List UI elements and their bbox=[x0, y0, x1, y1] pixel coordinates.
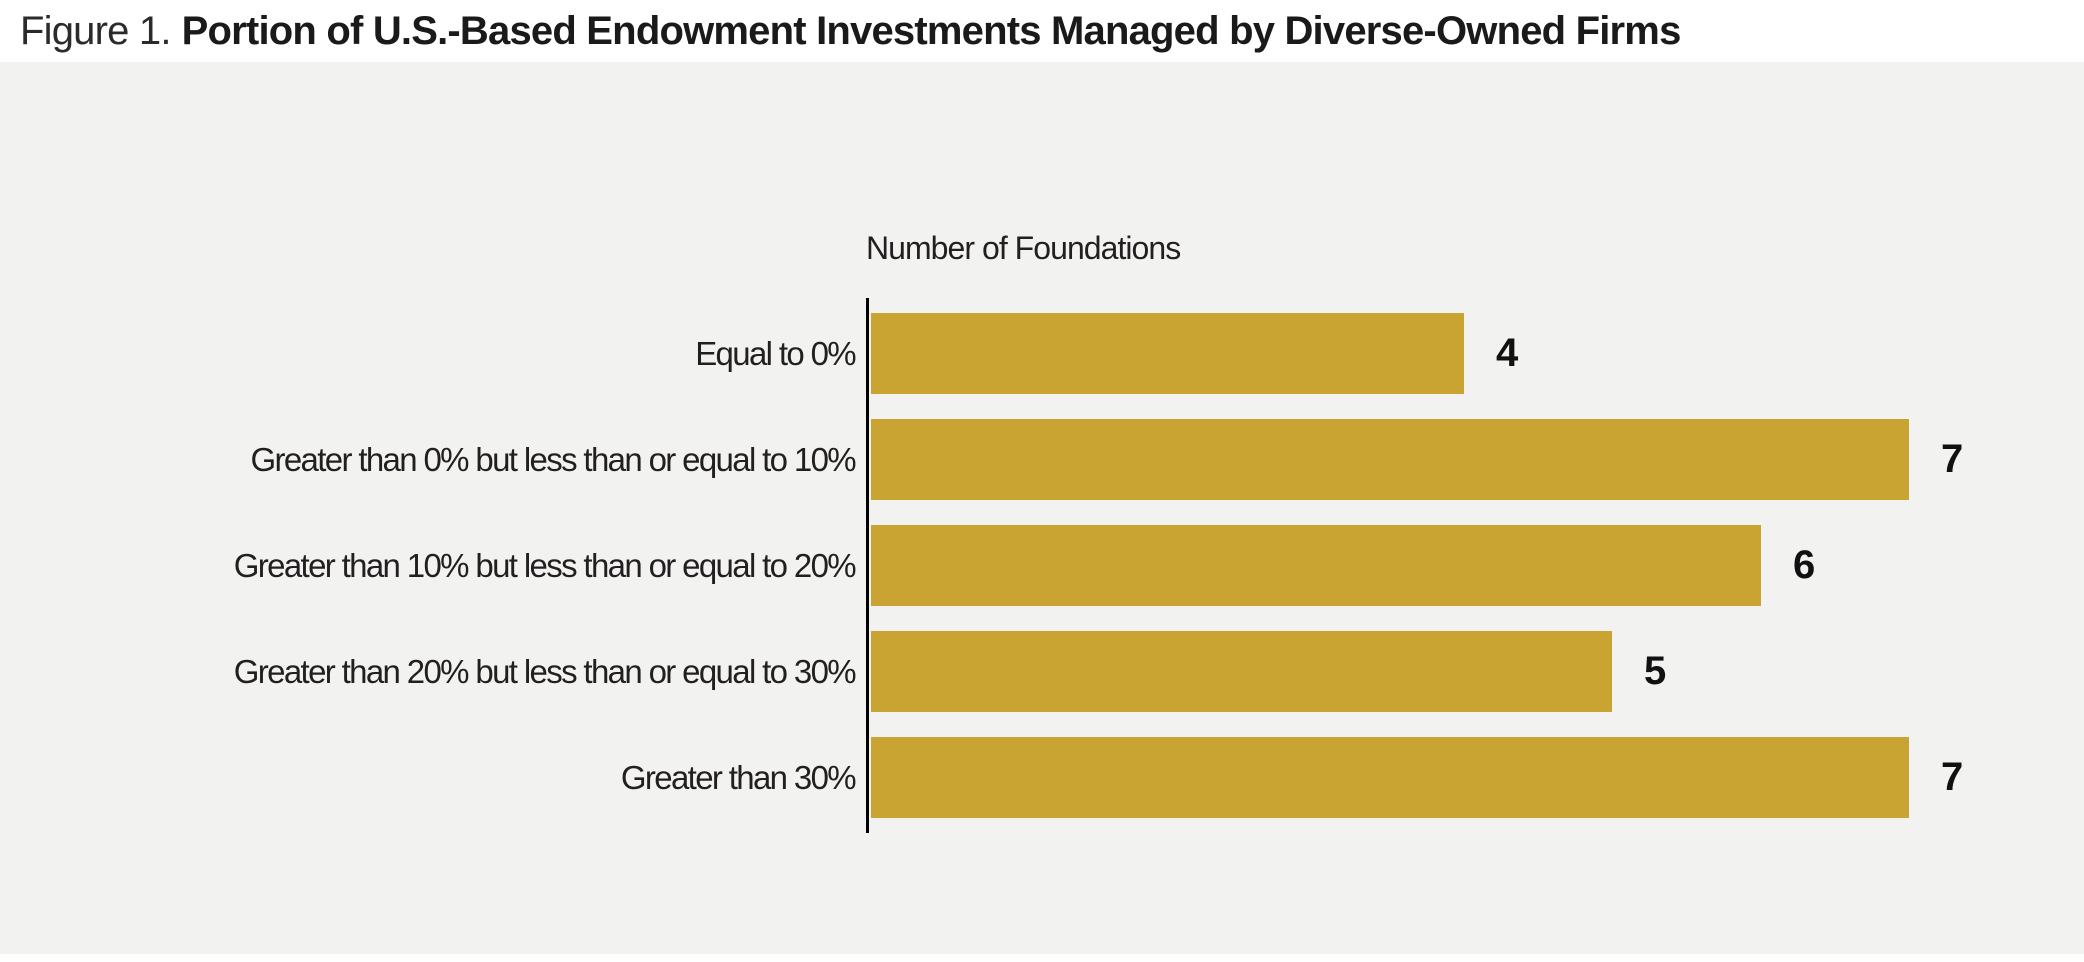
figure-title: Portion of U.S.-Based Endowment Investme… bbox=[181, 8, 1682, 53]
value-label: 4 bbox=[1496, 331, 1518, 375]
bar bbox=[871, 525, 1761, 606]
category-label: Greater than 30% bbox=[620, 759, 857, 796]
category-label: Greater than 0% but less than or equal t… bbox=[250, 441, 856, 478]
value-label: 6 bbox=[1793, 543, 1815, 587]
category-label: Greater than 10% but less than or equal … bbox=[233, 547, 857, 584]
value-label: 7 bbox=[1941, 437, 1963, 481]
bar bbox=[871, 313, 1464, 394]
bar bbox=[871, 631, 1612, 712]
value-label: 7 bbox=[1941, 755, 1963, 799]
bar bbox=[871, 419, 1909, 500]
y-axis-line bbox=[866, 298, 869, 833]
value-label: 5 bbox=[1644, 649, 1666, 693]
axis-title: Number of Foundations bbox=[866, 230, 1181, 266]
figure-label: Figure 1. bbox=[20, 8, 171, 53]
bottom-margin bbox=[0, 954, 2084, 962]
category-label: Equal to 0% bbox=[695, 335, 856, 372]
bar bbox=[871, 737, 1909, 818]
figure-header: Figure 1. Portion of U.S.-Based Endowmen… bbox=[0, 0, 2084, 62]
category-label: Greater than 20% but less than or equal … bbox=[233, 653, 857, 690]
